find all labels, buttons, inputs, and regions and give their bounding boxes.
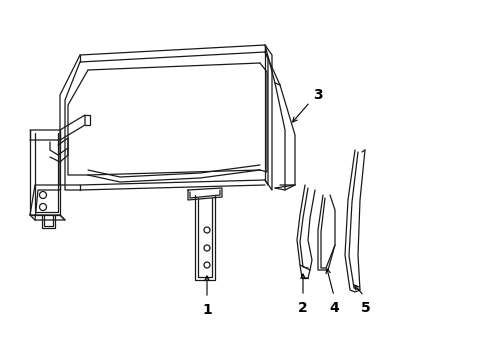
Text: 2: 2 (298, 301, 307, 315)
Text: 3: 3 (312, 88, 322, 102)
Text: 5: 5 (360, 301, 370, 315)
Text: 4: 4 (328, 301, 338, 315)
Text: 1: 1 (202, 303, 211, 317)
